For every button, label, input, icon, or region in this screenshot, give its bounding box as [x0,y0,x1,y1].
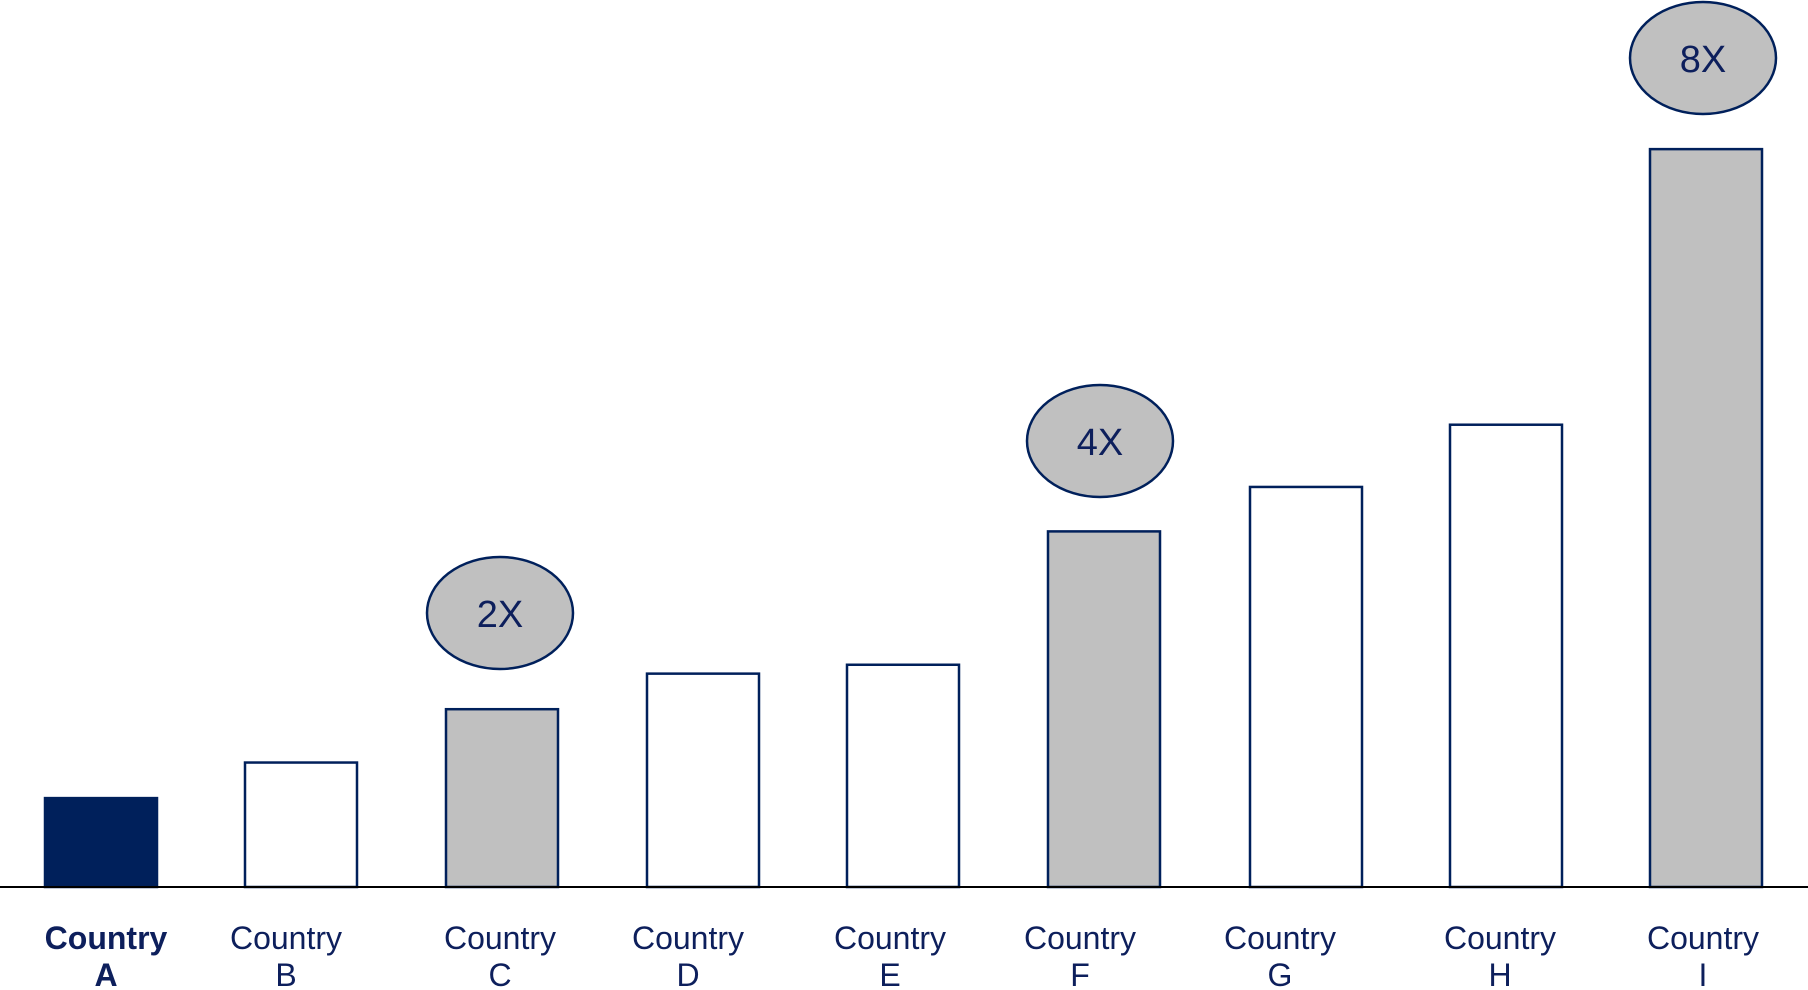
bar-country-f [1046,530,1162,889]
annotation-label: 2X [477,594,523,636]
category-label-country-h: Country H [1444,920,1556,990]
category-label-line: Country [45,920,168,956]
category-label-country-g: Country G [1224,920,1336,990]
bar-country-c [444,707,560,889]
category-label-country-a: Country A [45,920,168,990]
category-label-line: G [1268,957,1293,990]
category-label-line: F [1070,957,1090,990]
bar-country-h [1448,423,1564,889]
category-label-line: E [879,957,900,990]
annotation-label: 8X [1680,39,1726,81]
multiplier-annotation-2x: 2X [425,555,575,671]
annotation-ellipse [425,555,575,671]
bar-country-i [1648,147,1764,889]
category-label-line: Country [834,920,946,956]
annotation-ellipse [1628,0,1778,116]
category-label-line: Country [444,920,556,956]
bar-country-e [845,663,961,889]
bar-country-g [1248,485,1364,889]
bars-layer [43,147,1764,889]
category-label-line: D [676,957,699,990]
category-label-line: Country [632,920,744,956]
category-label-line: B [275,957,296,990]
annotation-ellipse [1025,383,1175,499]
category-label-line: Country [1224,920,1336,956]
multiplier-annotation-4x: 4X [1025,383,1175,499]
category-label-country-e: Country E [834,920,946,990]
category-label-line: Country [230,920,342,956]
multiplier-annotation-8x: 8X [1628,0,1778,116]
category-label-line: Country [1024,920,1136,956]
annotation-label: 4X [1077,422,1123,464]
category-label-country-i: Country I [1647,920,1759,990]
category-label-country-c: Country C [444,920,556,990]
category-label-line: Country [1647,920,1759,956]
category-label-line: I [1699,957,1708,990]
category-label-line: Country [1444,920,1556,956]
category-label-line: C [488,957,511,990]
category-label-country-d: Country D [632,920,744,990]
bar-country-d [645,672,761,889]
category-label-country-f: Country F [1024,920,1136,990]
category-label-line: A [94,957,117,990]
bar-country-b [243,761,359,889]
category-label-line: H [1488,957,1511,990]
category-label-country-b: Country B [230,920,342,990]
annotations-layer: 2X 4X 8X [425,0,1778,671]
bar-country-a [43,796,159,889]
